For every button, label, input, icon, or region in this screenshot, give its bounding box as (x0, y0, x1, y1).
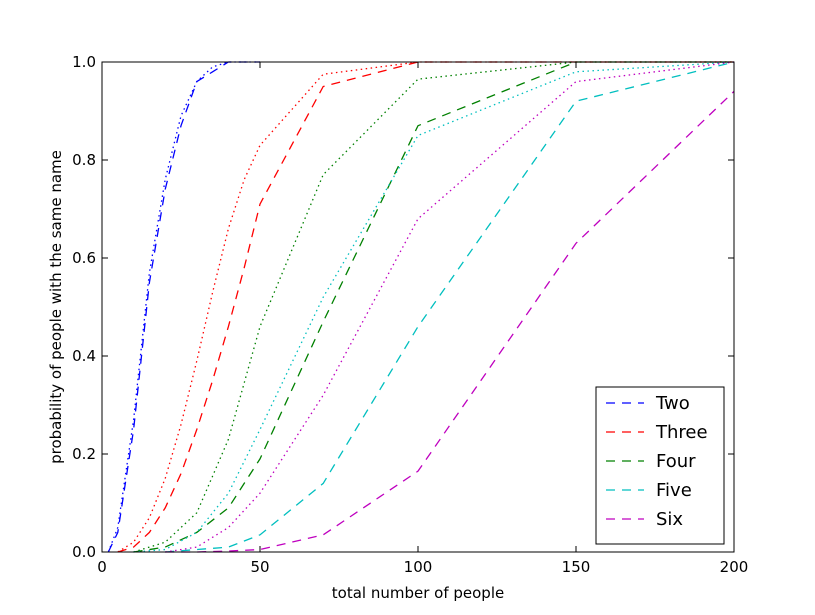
x-tick-label: 50 (250, 558, 269, 576)
x-axis-title: total number of people (332, 584, 504, 602)
legend: Two Three Four Five Six (595, 386, 725, 545)
y-tick-label: 0.2 (72, 445, 96, 463)
series-1-dotted-line (107, 61, 260, 553)
series-three-line (117, 61, 734, 553)
series-two-line (107, 61, 260, 553)
y-tick-label: 1.0 (72, 53, 96, 71)
y-tick-label: 0.0 (72, 543, 96, 561)
y-tick-label: 0.6 (72, 249, 96, 267)
x-tick-label: 200 (720, 558, 749, 576)
x-tick-label: 100 (404, 558, 433, 576)
series-four-line (133, 61, 734, 553)
x-tick-label: 150 (562, 558, 591, 576)
legend-label-two: Two (655, 393, 690, 414)
legend-box (595, 386, 725, 545)
x-tick-label: 0 (97, 558, 107, 576)
y-axis-title: probability of people with the same name (47, 150, 65, 464)
legend-label-six: Six (656, 509, 683, 530)
y-tick-label: 0.4 (72, 347, 96, 365)
series-five-line (165, 61, 735, 553)
series-3-dotted-line (117, 61, 734, 553)
legend-label-four: Four (656, 451, 696, 472)
legend-label-five: Five (656, 480, 692, 501)
legend-label-three: Three (655, 422, 708, 443)
ticks-layer: 0 50 100 150 200 0.0 0.2 0.4 0.6 0.8 1.0 (72, 53, 748, 576)
y-tick-label: 0.8 (72, 151, 96, 169)
